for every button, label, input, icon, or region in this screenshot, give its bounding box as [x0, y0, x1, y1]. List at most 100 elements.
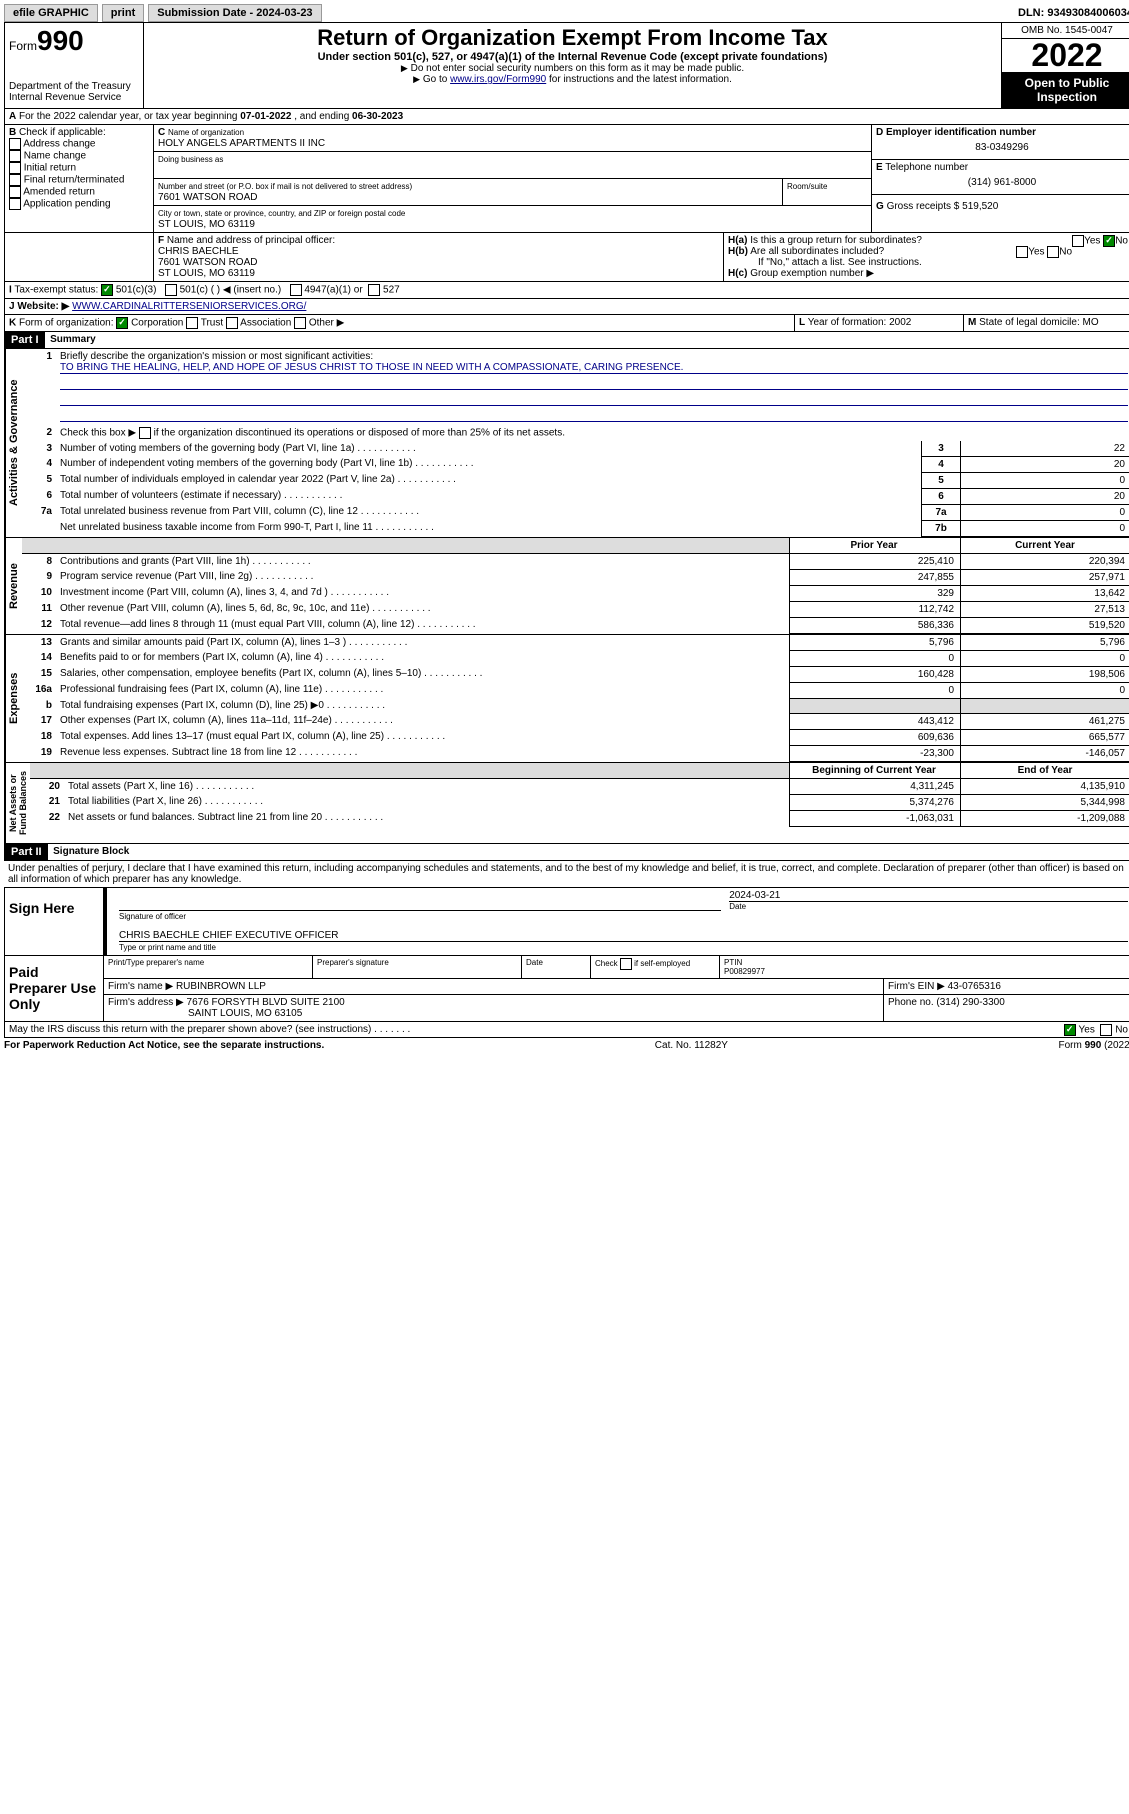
b-opt[interactable] [9, 150, 21, 162]
room-lbl: Room/suite [787, 182, 827, 191]
hb-note: If "No," attach a list. See instructions… [728, 257, 1128, 268]
section-bcdeg: B Check if applicable: Address change Na… [4, 125, 1129, 233]
ha-text: Is this a group return for subordinates? [750, 235, 922, 246]
discuss-yes[interactable] [1064, 1024, 1076, 1036]
i-527[interactable] [368, 284, 380, 296]
firm-addr: 7676 FORSYTH BLVD SUITE 2100 [187, 997, 345, 1008]
goto-pre: Go to [423, 74, 450, 85]
org-name: HOLY ANGELS APARTMENTS II INC [158, 138, 325, 149]
sign-here: Sign Here [5, 888, 103, 955]
hb-yes[interactable] [1016, 246, 1028, 258]
l2-checkbox[interactable] [139, 427, 151, 439]
b-opt[interactable] [9, 162, 21, 174]
part2-header: Part II Signature Block [4, 844, 1129, 861]
l1-text: Briefly describe the organization's miss… [60, 351, 373, 362]
gross-lbl: Gross receipts $ [887, 201, 960, 212]
subtitle-1: Under section 501(c), 527, or 4947(a)(1)… [146, 51, 999, 63]
website-link[interactable]: WWW.CARDINALRITTERSENIORSERVICES.ORG/ [72, 301, 306, 312]
line-klm: K Form of organization: Corporation Trus… [4, 315, 1129, 332]
prep-sig-lbl: Preparer's signature [313, 956, 522, 978]
k-other[interactable] [294, 317, 306, 329]
i-501c[interactable] [165, 284, 177, 296]
ha-no[interactable] [1103, 235, 1115, 247]
current-year-hdr: Current Year [961, 538, 1129, 554]
ha-yes[interactable] [1072, 235, 1084, 247]
line-j: J Website: ▶ WWW.CARDINALRITTERSENIORSER… [4, 299, 1129, 315]
phone: (314) 961-8000 [876, 173, 1128, 192]
b-label: Check if applicable: [19, 127, 106, 138]
tax-year: 2022 [1002, 39, 1129, 72]
city-lbl: City or town, state or province, country… [158, 209, 405, 218]
a-begin: 07-01-2022 [240, 111, 291, 122]
prior-year-hdr: Prior Year [790, 538, 961, 554]
vtab-revenue: Revenue [5, 538, 22, 634]
k-trust[interactable] [186, 317, 198, 329]
print-button[interactable]: print [102, 4, 144, 22]
b-opt[interactable] [9, 186, 21, 198]
top-toolbar: efile GRAPHIC print Submission Date - 20… [4, 4, 1129, 22]
may-discuss: May the IRS discuss this return with the… [4, 1022, 1129, 1038]
firm-ein: 43-0765316 [948, 981, 1001, 992]
firm-name: RUBINBROWN LLP [176, 981, 266, 992]
city: ST LOUIS, MO 63119 [158, 219, 255, 230]
street: 7601 WATSON ROAD [158, 192, 257, 203]
b-opt[interactable] [9, 174, 21, 186]
officer-addr1: 7601 WATSON ROAD [158, 257, 257, 268]
firm-phone: (314) 290-3300 [936, 997, 1004, 1008]
return-title: Return of Organization Exempt From Incom… [146, 25, 999, 51]
cat-no: Cat. No. 11282Y [655, 1040, 728, 1051]
year-formation: 2002 [889, 317, 911, 328]
a-end: 06-30-2023 [352, 111, 403, 122]
b-opt[interactable] [9, 198, 21, 210]
sig-officer-lbl: Signature of officer [119, 912, 186, 921]
i-501c3[interactable] [101, 284, 113, 296]
k-corp[interactable] [116, 317, 128, 329]
footer: For Paperwork Reduction Act Notice, see … [4, 1038, 1129, 1053]
discuss-no[interactable] [1100, 1024, 1112, 1036]
form990-link[interactable]: www.irs.gov/Form990 [450, 74, 546, 85]
vtab-activities: Activities & Governance [5, 349, 22, 537]
domicile: MO [1083, 317, 1099, 328]
sign-here-block: Sign Here Signature of officer 2024-03-2… [4, 887, 1129, 956]
officer-name-title: CHRIS BAECHLE CHIEF EXECUTIVE OFFICER [119, 926, 1128, 942]
ptin: P00829977 [724, 967, 765, 976]
ein-lbl: Employer identification number [886, 127, 1036, 138]
line-i: I Tax-exempt status: 501(c)(3) 501(c) ( … [4, 282, 1129, 299]
street-lbl: Number and street (or P.O. box if mail i… [158, 182, 412, 191]
officer-lbl: Name and address of principal officer: [167, 235, 335, 246]
declaration: Under penalties of perjury, I declare th… [4, 861, 1129, 887]
officer-name: CHRIS BAECHLE [158, 246, 239, 257]
paid-preparer-block: Paid Preparer Use Only Print/Type prepar… [4, 956, 1129, 1022]
form-prefix: Form [9, 39, 37, 53]
b-opt[interactable] [9, 138, 21, 150]
vtab-expenses: Expenses [5, 635, 22, 762]
self-employed-ck[interactable] [620, 958, 632, 970]
line-a: A For the 2022 calendar year, or tax yea… [4, 109, 1129, 125]
l2-text: Check this box ▶ if the organization dis… [56, 425, 1129, 441]
subtitle-2: Do not enter social security numbers on … [411, 63, 744, 74]
dba-lbl: Doing business as [158, 155, 223, 164]
efile-button[interactable]: efile GRAPHIC [4, 4, 98, 22]
i-4947[interactable] [290, 284, 302, 296]
ein: 83-0349296 [876, 138, 1128, 157]
phone-lbl: Telephone number [885, 162, 968, 173]
section-fh: F Name and address of principal officer:… [4, 233, 1129, 282]
k-assoc[interactable] [226, 317, 238, 329]
c-name-lbl: Name of organization [168, 128, 244, 137]
open-public: Open to Public Inspection [1002, 72, 1129, 108]
prep-name-lbl: Print/Type preparer's name [104, 956, 313, 978]
vtab-net: Net Assets orFund Balances [5, 763, 30, 843]
form-footer: Form 990 (2022) [1059, 1040, 1129, 1051]
hc-text: Group exemption number ▶ [750, 268, 874, 279]
officer-addr2: ST LOUIS, MO 63119 [158, 268, 255, 279]
form-header: Form990 Department of the Treasury Inter… [4, 22, 1129, 109]
dln-label: DLN: 93493084006034 [1018, 7, 1129, 19]
end-year-hdr: End of Year [961, 763, 1129, 779]
gross-receipts: 519,520 [962, 201, 998, 212]
hb-no[interactable] [1047, 246, 1059, 258]
hb-text: Are all subordinates included? [750, 246, 884, 257]
paid-preparer: Paid Preparer Use Only [5, 956, 103, 1021]
form-number: 990 [37, 25, 84, 56]
mission-text: TO BRING THE HEALING, HELP, AND HOPE OF … [60, 362, 1128, 374]
sig-date: 2024-03-21 [729, 890, 1128, 901]
